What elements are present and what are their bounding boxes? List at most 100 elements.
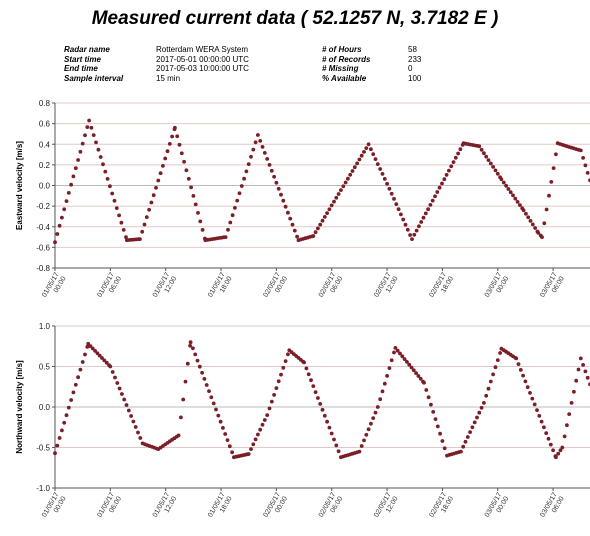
meta-key: % Available: [322, 73, 367, 83]
data-point: [408, 233, 412, 237]
data-point: [479, 405, 484, 410]
data-point: [375, 405, 380, 409]
data-point: [369, 147, 373, 152]
data-point: [78, 149, 83, 154]
data-point: [207, 389, 211, 393]
data-point: [578, 356, 583, 361]
data-point: [501, 180, 506, 185]
meta-key: Sample interval: [64, 73, 124, 83]
data-point: [453, 155, 458, 160]
data-point: [327, 425, 332, 430]
data-point: [136, 430, 140, 435]
data-point: [456, 151, 460, 156]
data-point: [417, 224, 421, 229]
data-point: [412, 232, 417, 237]
x-tick-label: 02/05/1700:00: [262, 491, 289, 522]
data-point: [195, 358, 200, 363]
data-point: [537, 414, 542, 418]
data-point: [76, 158, 80, 162]
data-point: [518, 368, 523, 372]
data-point: [558, 448, 563, 453]
data-point: [556, 451, 561, 456]
data-point: [366, 142, 371, 147]
data-point: [477, 410, 482, 415]
data-point: [161, 164, 165, 168]
data-point: [95, 351, 100, 356]
data-point: [521, 373, 525, 378]
data-point: [96, 147, 101, 152]
data-point: [554, 152, 558, 157]
meta-key: # of Hours: [322, 45, 362, 54]
data-point: [242, 176, 247, 181]
y-tick-label: -1.0: [36, 484, 50, 493]
data-point: [288, 216, 293, 221]
data-point: [585, 171, 590, 175]
data-point: [274, 180, 279, 185]
data-point: [486, 158, 491, 163]
data-point: [542, 425, 546, 430]
data-point: [536, 231, 541, 235]
data-point: [197, 364, 202, 369]
meta-row: # of Hours 58: [322, 45, 522, 55]
data-point: [508, 190, 513, 195]
x-tick-label: 02/05/1712:00: [373, 491, 400, 522]
data-point: [129, 414, 134, 418]
data-point: [260, 145, 265, 149]
data-point: [276, 186, 281, 191]
data-point: [83, 352, 87, 357]
data-point: [526, 215, 531, 220]
data-point: [221, 426, 225, 430]
data-point: [189, 185, 194, 190]
y-tick-label: 0.8: [39, 99, 51, 108]
y-tick-label: 0.6: [39, 120, 51, 129]
data-point: [262, 418, 267, 422]
y-tick-label: 0.5: [39, 363, 51, 372]
data-point: [117, 213, 121, 218]
data-point: [115, 381, 120, 385]
data-point: [514, 356, 519, 361]
data-point: [149, 200, 154, 205]
data-point: [440, 181, 444, 186]
y-tick-label: -0.6: [36, 243, 50, 252]
meta-row: # of Records 233: [322, 55, 522, 65]
y-axis-label: Northward velocity [m/s]: [15, 360, 24, 454]
data-point: [256, 133, 260, 137]
data-point: [89, 125, 94, 130]
data-point: [239, 184, 244, 188]
data-point: [576, 367, 581, 372]
data-point: [144, 215, 149, 220]
data-point: [154, 185, 158, 190]
data-point: [230, 213, 235, 218]
data-point: [380, 389, 385, 394]
meta-row: Radar name Rotterdam WERA System: [64, 45, 304, 55]
data-point: [567, 412, 572, 416]
data-point: [318, 402, 323, 406]
meta-row: # Missing 0: [322, 64, 522, 74]
data-point: [359, 444, 364, 448]
data-point: [542, 221, 547, 226]
data-point: [382, 381, 387, 386]
data-point: [343, 180, 348, 185]
data-point: [121, 228, 126, 232]
y-tick-label: 0.0: [39, 182, 51, 191]
data-point: [373, 157, 378, 162]
data-point: [493, 365, 498, 370]
meta-row: End time 2017-05-03 10:00:00 UTC: [64, 64, 304, 74]
data-point: [380, 172, 385, 176]
data-point: [495, 358, 500, 362]
data-point: [398, 351, 402, 356]
data-point: [583, 369, 588, 374]
data-point: [183, 379, 188, 384]
data-point: [142, 222, 147, 227]
data-point: [515, 200, 520, 204]
data-point: [530, 222, 535, 227]
data-point: [488, 379, 493, 384]
data-point: [334, 195, 339, 200]
data-point: [346, 176, 350, 181]
data-point: [547, 193, 551, 198]
data-point: [375, 162, 380, 167]
data-point: [211, 401, 216, 406]
data-point: [318, 222, 323, 227]
data-point: [85, 345, 90, 349]
data-point: [251, 442, 256, 447]
